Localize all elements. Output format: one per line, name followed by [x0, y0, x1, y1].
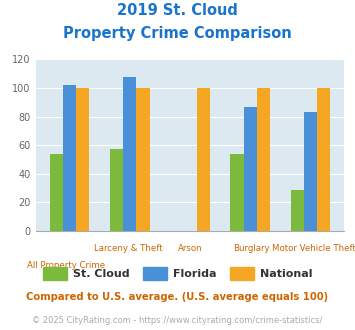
Bar [317, 88, 330, 231]
Text: Larceny & Theft: Larceny & Theft [94, 244, 163, 253]
Text: Property Crime Comparison: Property Crime Comparison [63, 26, 292, 41]
Text: Arson: Arson [178, 244, 202, 253]
Text: © 2025 CityRating.com - https://www.cityrating.com/crime-statistics/: © 2025 CityRating.com - https://www.city… [32, 315, 323, 325]
Text: All Property Crime: All Property Crime [27, 261, 105, 270]
Bar [304, 112, 317, 231]
Bar [244, 107, 257, 231]
Bar [123, 77, 136, 231]
Bar [197, 88, 210, 231]
Bar [110, 149, 123, 231]
Bar [257, 88, 270, 231]
Bar [76, 88, 89, 231]
Text: 2019 St. Cloud: 2019 St. Cloud [117, 3, 238, 18]
Bar [63, 85, 76, 231]
Bar [290, 189, 304, 231]
Bar [136, 88, 149, 231]
Legend: St. Cloud, Florida, National: St. Cloud, Florida, National [38, 263, 317, 284]
Bar [50, 154, 63, 231]
Bar [230, 154, 244, 231]
Text: Compared to U.S. average. (U.S. average equals 100): Compared to U.S. average. (U.S. average … [26, 292, 329, 302]
Text: Motor Vehicle Theft: Motor Vehicle Theft [272, 244, 355, 253]
Text: Burglary: Burglary [233, 244, 270, 253]
